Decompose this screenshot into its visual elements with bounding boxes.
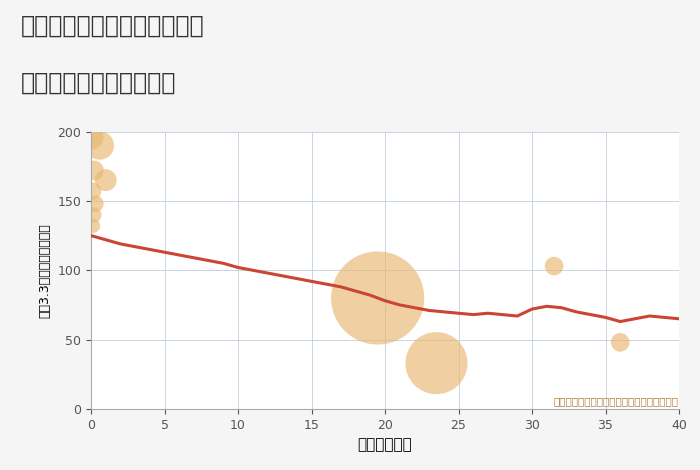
Point [90, 200, 101, 207]
Point [100, 176, 111, 184]
Point [87, 188, 98, 195]
Text: 築年数別中古戸建て価格: 築年数別中古戸建て価格 [21, 70, 176, 94]
Point [431, 360, 442, 367]
Point [88, 167, 99, 174]
Point [615, 338, 626, 346]
Y-axis label: 坪（3.3㎡）単価（万円）: 坪（3.3㎡）単価（万円） [38, 223, 52, 318]
X-axis label: 築年数（年）: 築年数（年） [358, 437, 412, 452]
Point [94, 142, 106, 149]
Point [85, 133, 97, 141]
Point [372, 294, 384, 302]
Text: 愛知県名古屋市天白区横町の: 愛知県名古屋市天白区横町の [21, 14, 204, 38]
Text: 円の大きさは、取引のあった物件面積を示す: 円の大きさは、取引のあった物件面積を示す [554, 396, 679, 406]
Point [88, 222, 99, 230]
Point [549, 262, 560, 270]
Point [88, 211, 99, 219]
